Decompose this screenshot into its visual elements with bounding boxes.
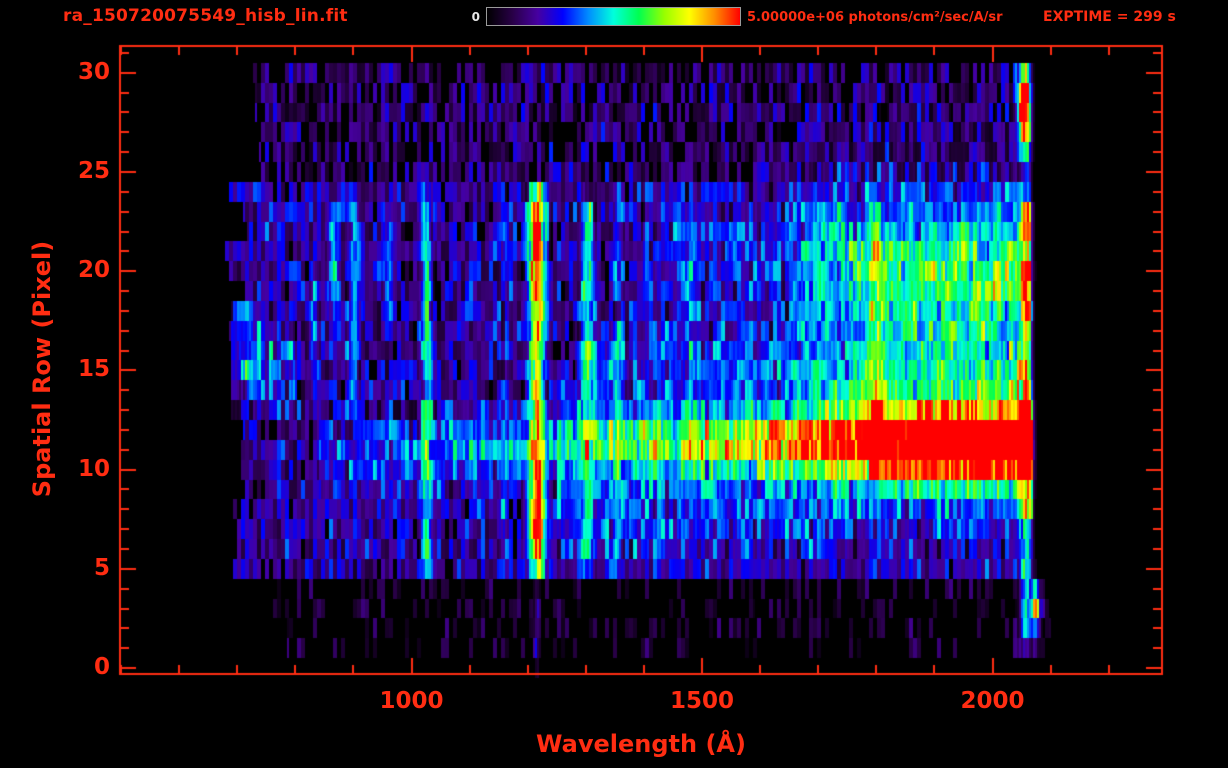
y-tick-label: 0	[93, 654, 110, 681]
colorbar	[486, 7, 741, 26]
y-tick-label: 15	[77, 356, 110, 383]
x-axis-label: Wavelength (Å)	[536, 730, 746, 758]
filename-label: ra_150720075549_hisb_lin.fit	[63, 6, 348, 26]
x-tick-label: 1500	[669, 688, 735, 714]
colorbar-min-label: 0	[471, 10, 480, 24]
y-tick-label: 10	[77, 455, 110, 482]
x-tick-label: 1000	[379, 688, 444, 714]
y-axis-label: Spatial Row (Pixel)	[28, 240, 56, 498]
y-tick-label: 5	[93, 554, 110, 581]
colorbar-max-label: 5.00000e+06 photons/cm²/sec/A/sr	[747, 10, 1003, 25]
x-tick-label: 2000	[960, 688, 1025, 714]
y-tick-label: 20	[77, 257, 110, 284]
exptime-label: EXPTIME = 299 s	[1043, 9, 1176, 25]
y-tick-label: 30	[77, 58, 110, 85]
y-tick-label: 25	[77, 158, 110, 184]
